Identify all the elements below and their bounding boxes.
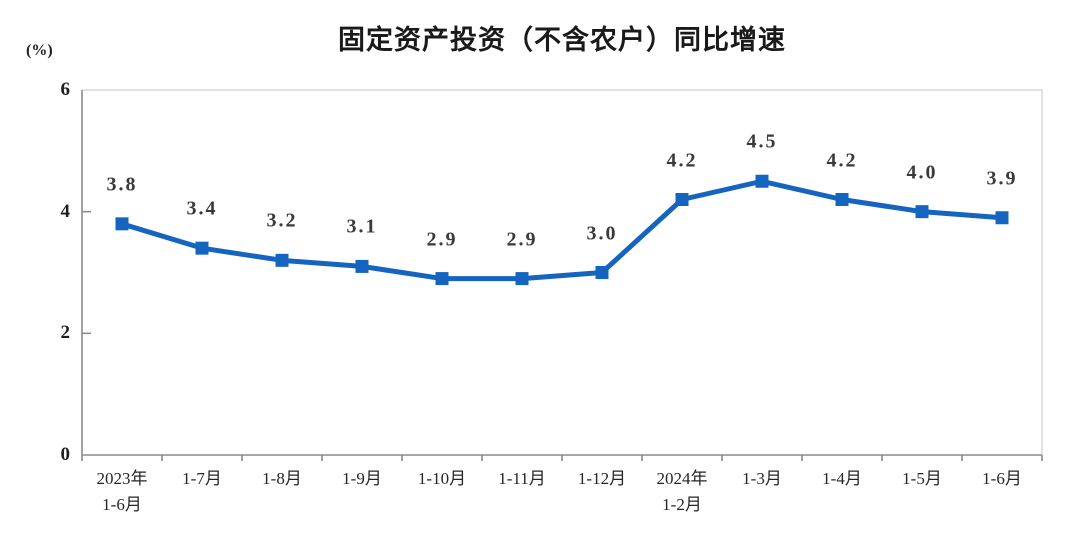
data-point-marker <box>355 259 369 273</box>
data-point-marker <box>595 266 609 279</box>
x-axis-tick-label: 1-8月 <box>262 469 302 488</box>
axis-lines <box>81 90 1042 456</box>
data-point-value-label: 3.9 <box>986 167 1018 190</box>
data-point-marker <box>515 272 529 286</box>
data-point-value-label: 2.9 <box>506 228 538 251</box>
y-axis-tick-label: 6 <box>60 79 71 100</box>
y-axis-tick-label: 4 <box>60 200 71 222</box>
data-point-value-label: 3.2 <box>266 209 298 232</box>
x-axis-tick-label: 2023年 1-6月 <box>96 469 148 514</box>
data-point-value-label: 2.9 <box>426 228 458 251</box>
x-axis-tick-label: 1-7月 <box>182 469 222 488</box>
data-point-value-label: 4.2 <box>826 149 858 171</box>
data-point-marker <box>835 193 849 206</box>
x-axis-tick-label: 1-4月 <box>822 469 862 488</box>
x-axis-tick-label: 2024年 1-2月 <box>656 469 708 514</box>
data-point-value-label: 4.0 <box>906 161 938 184</box>
x-axis-tick-label: 1-5月 <box>902 469 942 488</box>
data-line <box>119 178 1005 282</box>
chart-title: 固定资产投资（不含农户）同比增速 <box>338 25 786 55</box>
data-point-value-label: 3.0 <box>586 222 618 244</box>
y-axis-tick-label: 0 <box>60 444 71 465</box>
data-point-marker <box>115 217 129 231</box>
x-axis-tick-label: 1-12月 <box>577 469 627 488</box>
data-point-marker <box>435 272 449 286</box>
data-point-marker <box>915 205 929 219</box>
y-axis-unit-label: (%) <box>26 42 53 59</box>
data-point-marker <box>675 193 689 206</box>
x-axis-tick-label: 1-3月 <box>742 469 782 488</box>
x-axis-tick-label: 1-10月 <box>417 469 467 488</box>
data-point-value-label: 3.1 <box>346 215 378 238</box>
x-axis-tick-label: 1-11月 <box>498 469 546 488</box>
data-point-value-label: 3.4 <box>186 197 218 220</box>
data-point-value-label: 4.2 <box>666 149 698 171</box>
data-point-marker <box>995 211 1009 225</box>
x-axis-tick-label: 1-6月 <box>982 469 1022 488</box>
data-point-value-label: 4.5 <box>746 130 778 153</box>
data-point-marker <box>195 241 209 255</box>
x-axis-tick-label: 1-9月 <box>342 469 382 488</box>
plot-border <box>82 89 1043 455</box>
data-point-value-label: 3.8 <box>106 173 138 196</box>
y-axis-tick-label: 2 <box>60 322 71 344</box>
data-point-marker <box>755 174 769 188</box>
data-point-marker <box>275 253 289 267</box>
